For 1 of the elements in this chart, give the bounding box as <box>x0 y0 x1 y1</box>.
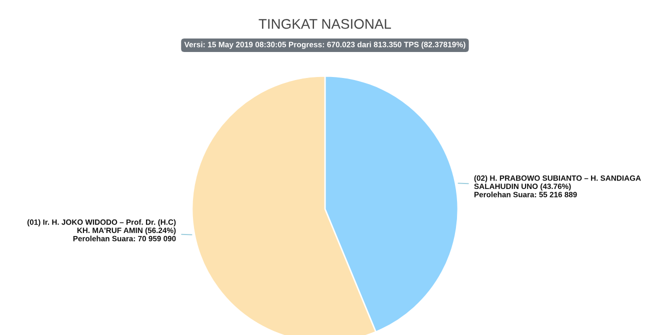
chart-title: TINGKAT NASIONAL <box>258 19 391 29</box>
